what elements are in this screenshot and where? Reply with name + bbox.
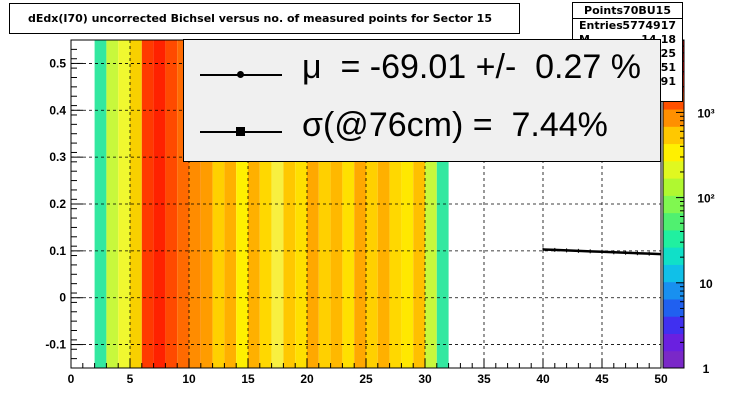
x-tick-label: 45 [595,372,609,386]
heatmap-cell [141,40,154,368]
x-tick-label: 10 [182,372,196,386]
color-scale-segment [663,126,684,145]
heatmap-cell [236,40,248,368]
color-scale-segment [663,212,684,231]
heatmap-cell [165,40,178,368]
x-tick-label: 35 [477,372,491,386]
x-tick-label: 5 [127,372,134,386]
color-scale-segment [663,247,684,265]
heatmap-cell [130,40,142,368]
heatmap-cell [106,40,119,368]
stats-key: Entries [579,19,623,32]
y-tick-label: 0.2 [49,197,66,211]
color-scale-segment [663,333,684,352]
heatmap-cell [94,40,107,368]
color-scale-tick-label: 10² [697,192,714,206]
legend: μ = -69.01 +/- 0.27 % σ(@76cm) = 7.44% [183,39,661,162]
color-scale-segment [663,264,684,283]
color-scale-tick-label: 10³ [697,106,714,120]
heatmap-cell [224,40,237,368]
heatmap-cell [212,40,225,368]
x-tick-label: 0 [68,372,75,386]
profile-series [542,247,662,257]
color-scale-tick-label: 10 [699,277,713,291]
heatmap-cell [177,40,189,368]
color-scale-segment [663,195,684,214]
heatmap-cell [153,40,166,368]
color-scale-segment [663,316,684,334]
heatmap-cell [436,40,449,368]
x-tick-label: 30 [418,372,432,386]
y-tick-label: 0.1 [49,244,66,258]
heatmap-cell [189,40,201,368]
x-tick-label: 50 [654,372,668,386]
x-tick-label: 15 [241,372,255,386]
x-tick-label: 20 [300,372,314,386]
x-axis-ticks: 0 5 10 15 20 25 30 35 40 45 50 [68,359,668,386]
legend-sigma-text: σ(@76cm) = 7.44% [302,106,608,144]
y-tick-label: 0.3 [49,150,66,164]
x-tick-label: 25 [359,372,373,386]
color-scale-segment [663,281,684,300]
color-scale-segment [663,160,684,179]
color-scale-segment [663,143,684,162]
heatmap-cell [118,40,130,368]
y-tick-label: 0.5 [49,56,66,70]
color-scale-tick-label: 1 [703,362,710,376]
y-tick-label: 0.4 [49,103,66,117]
stats-value: 5774917 [622,19,676,32]
legend-marker-circle [200,71,282,79]
heatmap-cell [425,40,437,368]
y-axis-ticks: -0.1 0 0.1 0.2 0.3 0.4 0.5 [45,39,83,369]
legend-marker-square [200,127,282,136]
heatmap-cell [200,40,213,368]
legend-mu-text: μ = -69.01 +/- 0.27 % [302,48,642,86]
color-scale-segment [663,350,684,369]
stats-title: Points70BU15 [573,3,682,19]
y-tick-label: -0.1 [45,338,66,352]
color-scale-segment [663,178,684,196]
y-tick-label: 0 [59,291,66,305]
x-tick-label: 40 [536,372,550,386]
color-scale-segment [663,298,684,317]
stats-row: Entries 5774917 [573,19,682,33]
chart-title: dEdx(I70) uncorrected Bichsel versus no.… [9,3,520,34]
color-scale-segment [663,109,684,127]
color-scale-segment [663,229,684,248]
